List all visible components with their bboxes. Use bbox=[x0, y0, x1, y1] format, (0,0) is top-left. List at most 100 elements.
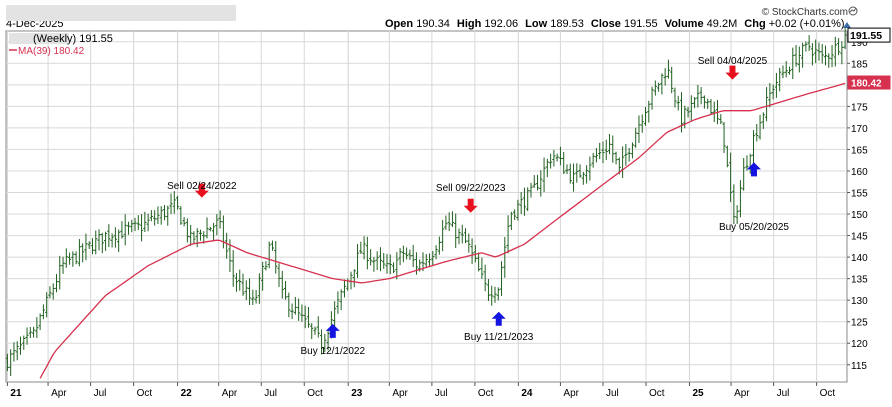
ohlc-bar bbox=[810, 43, 815, 66]
ohlc-bar bbox=[827, 53, 831, 68]
volume-label: Volume bbox=[665, 18, 704, 30]
ohlc-bar bbox=[490, 285, 494, 306]
ohlc-bar bbox=[774, 73, 779, 98]
legend-ma-label: MA(39) 180.42 bbox=[18, 46, 85, 57]
ohlc-bar bbox=[807, 35, 811, 52]
legend-symbol-box bbox=[9, 33, 69, 44]
ohlc-bar bbox=[516, 199, 520, 221]
ohlc-bar bbox=[693, 97, 697, 109]
ohlc-bar bbox=[588, 156, 592, 181]
signals: Sell 02/24/2022 Buy 12/1/2022 Sell 09/22/2… bbox=[167, 56, 789, 357]
ohlc-bar bbox=[427, 253, 432, 268]
ohlc-bar bbox=[336, 291, 340, 314]
ohlc-bar bbox=[300, 304, 304, 322]
y-tick-label: 165 bbox=[851, 145, 868, 156]
ohlc-bar bbox=[225, 232, 229, 259]
ohlc-bar bbox=[133, 217, 137, 232]
ohlc-bar bbox=[123, 214, 127, 246]
ohlc-bar bbox=[424, 253, 428, 267]
open-label: Open bbox=[385, 18, 413, 30]
ohlc-bar bbox=[238, 269, 242, 291]
ohlc-bar bbox=[709, 99, 713, 115]
ohlc-bar bbox=[460, 224, 464, 244]
ohlc-bar bbox=[542, 157, 546, 193]
ohlc-bar bbox=[156, 206, 160, 225]
ohlc-bar bbox=[54, 274, 59, 293]
y-tick-label: 155 bbox=[851, 189, 868, 200]
grid-lines bbox=[6, 31, 847, 382]
ohlc-bar bbox=[607, 133, 612, 155]
y-tick-label: 140 bbox=[851, 253, 868, 264]
ohlc-bar bbox=[506, 215, 510, 254]
y-tick-label: 160 bbox=[851, 167, 868, 178]
ohlc-bar bbox=[444, 215, 448, 230]
copyright-text: © StockCharts.com bbox=[762, 7, 848, 18]
ohlc-bar bbox=[254, 290, 258, 304]
ohlc-bar bbox=[280, 270, 284, 299]
ohlc-bar bbox=[153, 210, 157, 226]
ohlc-bar bbox=[764, 87, 769, 122]
ohlc-bar bbox=[450, 211, 455, 227]
ohlc-bar bbox=[447, 212, 451, 232]
ohlc-bar bbox=[130, 219, 134, 233]
ohlc-bar bbox=[290, 303, 294, 320]
plot-area: Sell 02/24/2022 Buy 12/1/2022 Sell 09/22/2… bbox=[5, 27, 848, 383]
ohlc-bar bbox=[208, 226, 212, 232]
ohlc-bar bbox=[411, 244, 415, 268]
ohlc-bar bbox=[87, 241, 91, 249]
ohlc-bar bbox=[192, 231, 196, 244]
ohlc-bar bbox=[653, 80, 657, 96]
ohlc-bar bbox=[513, 209, 517, 221]
ohlc-bar bbox=[598, 142, 602, 160]
ohlc-bar bbox=[437, 236, 441, 255]
ohlc-bar bbox=[247, 278, 252, 306]
ohlc-bar bbox=[823, 45, 828, 66]
ohlc-bar bbox=[676, 95, 680, 111]
low-value: 189.53 bbox=[550, 18, 584, 30]
ohlc-bar bbox=[198, 229, 203, 241]
ohlc-bar bbox=[768, 83, 772, 108]
ohlc-bar bbox=[25, 327, 29, 345]
open-value: 190.34 bbox=[416, 18, 450, 30]
ohlc-bar bbox=[660, 73, 664, 95]
ohlc-bar bbox=[761, 112, 765, 129]
y-tick-label: 185 bbox=[851, 59, 868, 70]
ohlc-bar bbox=[139, 214, 144, 242]
y-tick-label: 115 bbox=[851, 361, 867, 372]
ohlc-bar bbox=[499, 261, 504, 296]
x-tick-label: Apr bbox=[51, 388, 67, 399]
ohlc-bar bbox=[496, 287, 500, 301]
ohlc-bar bbox=[107, 224, 111, 248]
ohlc-bar bbox=[722, 122, 726, 154]
ohlc-bar bbox=[395, 252, 399, 280]
ohlc-bar bbox=[113, 227, 117, 248]
ohlc-bar bbox=[784, 61, 788, 78]
ohlc-bar bbox=[532, 175, 536, 188]
ohlc-bar bbox=[555, 153, 559, 162]
ohlc-bar bbox=[126, 221, 131, 235]
ohlc-bar bbox=[211, 222, 216, 242]
ohlc-bar bbox=[382, 252, 386, 269]
y-tick-label: 175 bbox=[851, 102, 868, 113]
ohlc-bar bbox=[820, 44, 824, 64]
ohlc-bar bbox=[179, 206, 183, 225]
ohlc-bar bbox=[571, 163, 576, 192]
ohlc-bar bbox=[149, 210, 153, 222]
ohlc-bar bbox=[640, 114, 644, 133]
buy-signal-label: Buy 12/1/2022 bbox=[301, 346, 366, 357]
ohlc-bar bbox=[493, 286, 497, 303]
ohlc-bar bbox=[48, 286, 52, 299]
ohlc-bar bbox=[359, 241, 363, 254]
last-price-tag-text: 191.55 bbox=[850, 30, 882, 42]
ohlc-bar bbox=[41, 304, 45, 320]
ohlc-bar bbox=[372, 256, 376, 272]
ohlc-bar bbox=[277, 263, 281, 287]
y-tick-label: 150 bbox=[851, 210, 868, 221]
ohlc-bar bbox=[611, 135, 615, 163]
x-tick-label: Jul bbox=[94, 388, 107, 399]
high-label: High bbox=[457, 18, 482, 30]
ohlc-bar bbox=[303, 305, 307, 329]
ohlc-bar bbox=[45, 292, 49, 318]
sell-signal-label: Sell 04/04/2025 bbox=[698, 56, 768, 67]
x-tick-label: Apr bbox=[734, 388, 750, 399]
